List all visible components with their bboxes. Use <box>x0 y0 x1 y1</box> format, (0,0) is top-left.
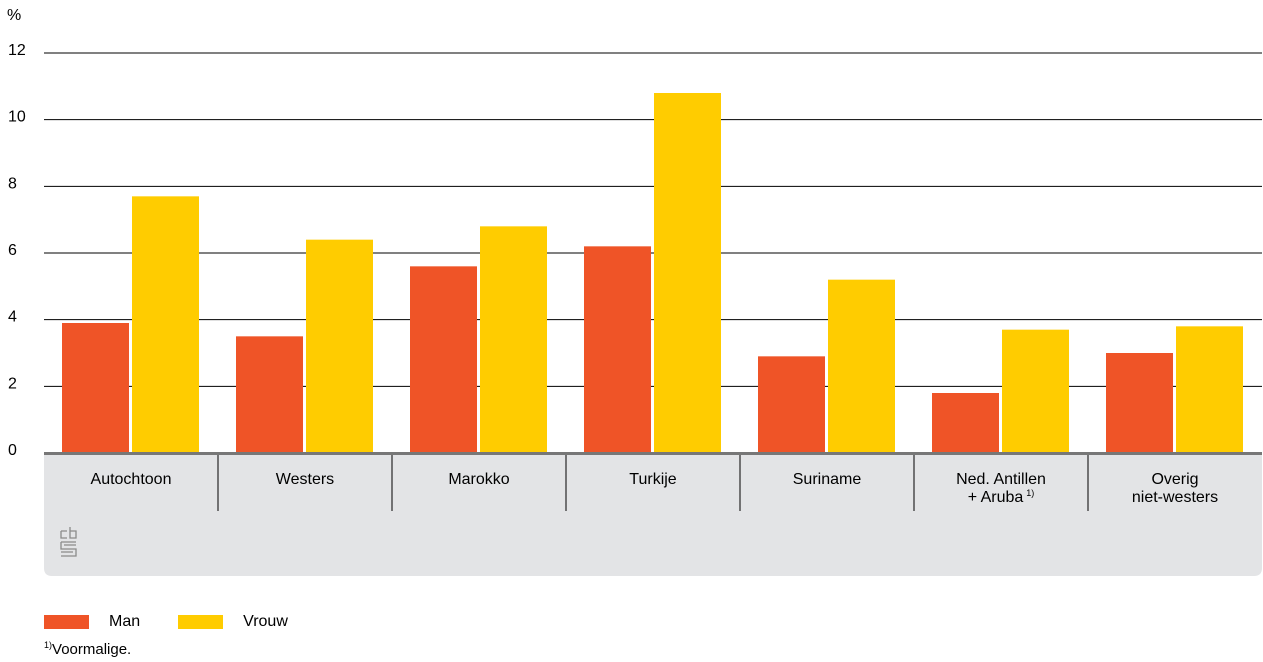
bar-vrouw-niet-westers <box>1176 326 1243 453</box>
legend: Man Vrouw <box>44 612 326 632</box>
y-tick-label: 2 <box>8 375 17 392</box>
bar-vrouw-suriname <box>828 279 895 453</box>
x-tick-label: Suriname <box>793 471 862 488</box>
bar-vrouw-marokko <box>480 226 547 453</box>
legend-swatch-man <box>44 615 89 629</box>
bar-vrouw-westers <box>306 239 373 453</box>
bar-vrouw-turkije <box>654 93 721 453</box>
y-tick-label: 6 <box>8 242 17 259</box>
x-tick-label: Overig <box>1151 471 1198 488</box>
bar-vrouw-autochtoon <box>132 196 199 454</box>
bar-man--aruba <box>932 393 999 453</box>
legend-item-vrouw: Vrouw <box>178 613 288 631</box>
bar-man-autochtoon <box>62 323 129 453</box>
y-tick-label: 8 <box>8 175 17 192</box>
x-tick-label: Turkije <box>629 471 677 488</box>
bar-chart: % 0 2 4 6 8 10 12 Autochtoon Westers Marokko Turkij… <box>7 7 1262 576</box>
x-tick-label: Westers <box>276 471 334 488</box>
y-tick-label: 12 <box>8 42 26 59</box>
bar-man-marokko <box>410 266 477 453</box>
bar-vrouw--aruba <box>1002 329 1069 453</box>
cbs-logo-icon <box>60 527 77 557</box>
x-tick-label: niet-westers <box>1132 489 1218 506</box>
x-tick-label: Ned. Antillen <box>956 471 1046 488</box>
y-tick-label: 0 <box>8 442 17 459</box>
footnote-text: Voormalige. <box>52 641 132 658</box>
x-tick-label: + Aruba 1) <box>968 488 1035 506</box>
footnote-mark: 1) <box>44 640 53 650</box>
bar-man-turkije <box>584 246 651 453</box>
y-tick-label: 10 <box>8 109 26 126</box>
bar-man-niet-westers <box>1106 353 1173 453</box>
footnote: 1)Voormalige. <box>44 640 131 658</box>
x-tick-label: Autochtoon <box>91 471 172 488</box>
legend-label-vrouw: Vrouw <box>243 613 288 630</box>
bar-man-suriname <box>758 356 825 453</box>
footnote-reference: 1) <box>1026 488 1034 498</box>
y-tick-label: 4 <box>8 309 17 326</box>
bar-man-westers <box>236 336 303 453</box>
legend-label-man: Man <box>109 613 141 630</box>
x-tick-label: Marokko <box>448 471 509 488</box>
legend-swatch-vrouw <box>178 615 224 629</box>
legend-item-man: Man <box>44 613 140 631</box>
y-axis-unit: % <box>7 7 21 24</box>
category-axis-panel <box>44 453 1262 576</box>
